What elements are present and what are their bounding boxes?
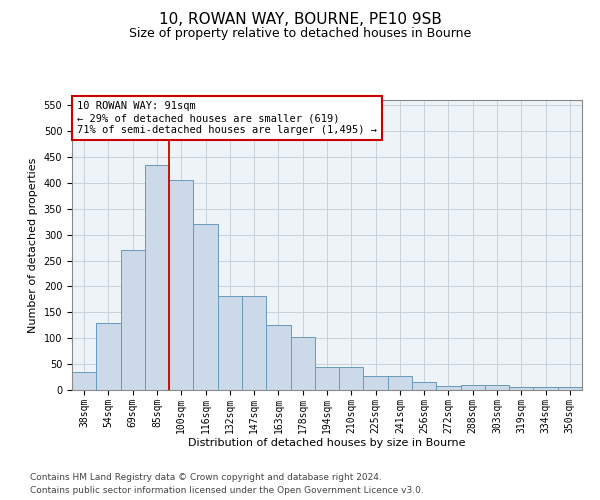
Bar <box>558 388 582 390</box>
Bar <box>436 386 461 390</box>
Bar <box>145 164 169 390</box>
Text: Contains public sector information licensed under the Open Government Licence v3: Contains public sector information licen… <box>30 486 424 495</box>
Bar <box>412 382 436 390</box>
Bar <box>72 372 96 390</box>
Bar <box>388 376 412 390</box>
Bar <box>121 250 145 390</box>
Bar <box>218 296 242 390</box>
Bar <box>266 326 290 390</box>
Bar <box>461 385 485 390</box>
Y-axis label: Number of detached properties: Number of detached properties <box>28 158 38 332</box>
Bar <box>364 376 388 390</box>
Bar <box>290 336 315 390</box>
Bar <box>485 385 509 390</box>
Bar <box>193 224 218 390</box>
Bar <box>315 366 339 390</box>
Bar <box>533 388 558 390</box>
Text: 10 ROWAN WAY: 91sqm
← 29% of detached houses are smaller (619)
71% of semi-detac: 10 ROWAN WAY: 91sqm ← 29% of detached ho… <box>77 102 377 134</box>
Text: 10, ROWAN WAY, BOURNE, PE10 9SB: 10, ROWAN WAY, BOURNE, PE10 9SB <box>158 12 442 28</box>
Bar <box>169 180 193 390</box>
Text: Size of property relative to detached houses in Bourne: Size of property relative to detached ho… <box>129 28 471 40</box>
Bar <box>242 296 266 390</box>
X-axis label: Distribution of detached houses by size in Bourne: Distribution of detached houses by size … <box>188 438 466 448</box>
Text: Contains HM Land Registry data © Crown copyright and database right 2024.: Contains HM Land Registry data © Crown c… <box>30 474 382 482</box>
Bar <box>339 366 364 390</box>
Bar <box>96 322 121 390</box>
Bar <box>509 388 533 390</box>
